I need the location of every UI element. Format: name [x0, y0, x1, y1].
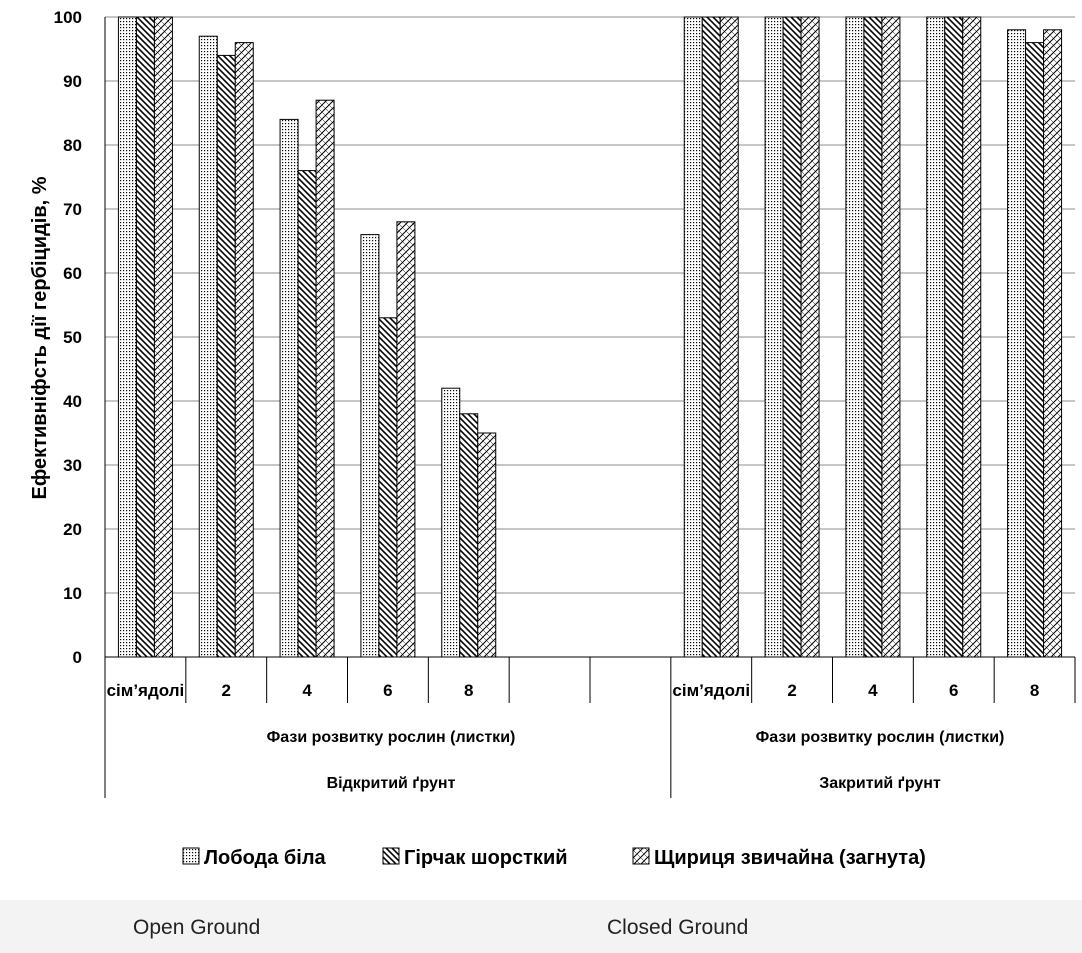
legend-label-lobody: Лобода біла [204, 847, 327, 869]
bar [845, 16, 865, 658]
bar [378, 317, 398, 658]
x-tick-label: 8 [1030, 681, 1039, 700]
bar [926, 16, 946, 658]
footer-right-label: Closed Ground [607, 916, 749, 939]
y-axis-label: Ефективніфсть дії гербіцидів, % [29, 176, 51, 499]
legend-label-hirchak: Гірчак шорсткий [404, 847, 568, 869]
y-tick-label: 0 [73, 648, 82, 667]
bar [863, 16, 883, 658]
bar [719, 16, 739, 658]
y-tick-label: 50 [63, 328, 82, 347]
legend: Лобода біла Гірчак шорсткий Щириця звича… [182, 847, 926, 869]
x-tick-label: 4 [868, 681, 878, 700]
x-tick-label: 6 [949, 681, 958, 700]
group-sublabel-open: Фази розвитку рослин (листки) [267, 729, 516, 746]
bar [234, 42, 254, 658]
group-label-open: Відкритий ґрунт [327, 775, 456, 792]
bar [944, 16, 964, 658]
bar [459, 413, 479, 658]
bar [881, 16, 901, 658]
legend-swatch-lobody [182, 847, 200, 865]
y-tick-label: 80 [63, 136, 82, 155]
x-tick-label: 2 [787, 681, 796, 700]
x-tick-label: 6 [383, 681, 392, 700]
bar [135, 16, 155, 658]
bar [800, 16, 820, 658]
x-tick-label: 8 [464, 681, 473, 700]
bar [279, 118, 299, 658]
bar [216, 54, 236, 658]
bar [1007, 29, 1027, 658]
bar [764, 16, 784, 658]
legend-swatch-shchyrytsia [632, 847, 650, 865]
bar [962, 16, 982, 658]
bar [441, 387, 461, 658]
footer-left-label: Open Ground [133, 916, 261, 939]
bar [360, 234, 380, 658]
bar [683, 16, 703, 658]
bar [1025, 42, 1045, 658]
bar [198, 35, 218, 658]
group-sublabel-closed: Фази розвитку рослин (листки) [756, 729, 1005, 746]
legend-swatch-hirchak [382, 847, 400, 865]
y-tick-label: 100 [54, 8, 82, 27]
y-tick-label: 40 [63, 392, 82, 411]
x-tick-label: 4 [302, 681, 312, 700]
bar [117, 16, 137, 658]
y-tick-label: 30 [63, 456, 82, 475]
legend-label-shchyrytsia: Щириця звичайна (загнута) [654, 847, 926, 869]
y-tick-label: 60 [63, 264, 82, 283]
y-tick-label: 70 [63, 200, 82, 219]
axes [104, 17, 1076, 798]
y-axis-ticks: 0 10 20 30 40 50 60 70 80 90 100 [54, 8, 82, 667]
bar [396, 221, 416, 658]
footer-bar: Open Ground Closed Ground [0, 900, 1082, 953]
bar [153, 16, 173, 658]
bar [701, 16, 721, 658]
x-tick-label: 2 [222, 681, 231, 700]
bar [297, 170, 317, 658]
bar [1043, 29, 1063, 658]
y-tick-label: 90 [63, 72, 82, 91]
group-label-closed: Закритий ґрунт [819, 775, 941, 792]
x-tick-label: сім’ядолі [107, 681, 185, 700]
bar [477, 432, 497, 658]
y-tick-label: 10 [63, 584, 82, 603]
x-tick-label: сім’ядолі [672, 681, 750, 700]
bars [117, 16, 1063, 658]
y-tick-label: 20 [63, 520, 82, 539]
bar [315, 99, 335, 658]
x-axis-categories: сім’ядолі 2 4 6 8 сім’ядолі 2 4 6 8 [107, 681, 1040, 700]
gridlines [105, 16, 1075, 594]
bar [782, 16, 802, 658]
